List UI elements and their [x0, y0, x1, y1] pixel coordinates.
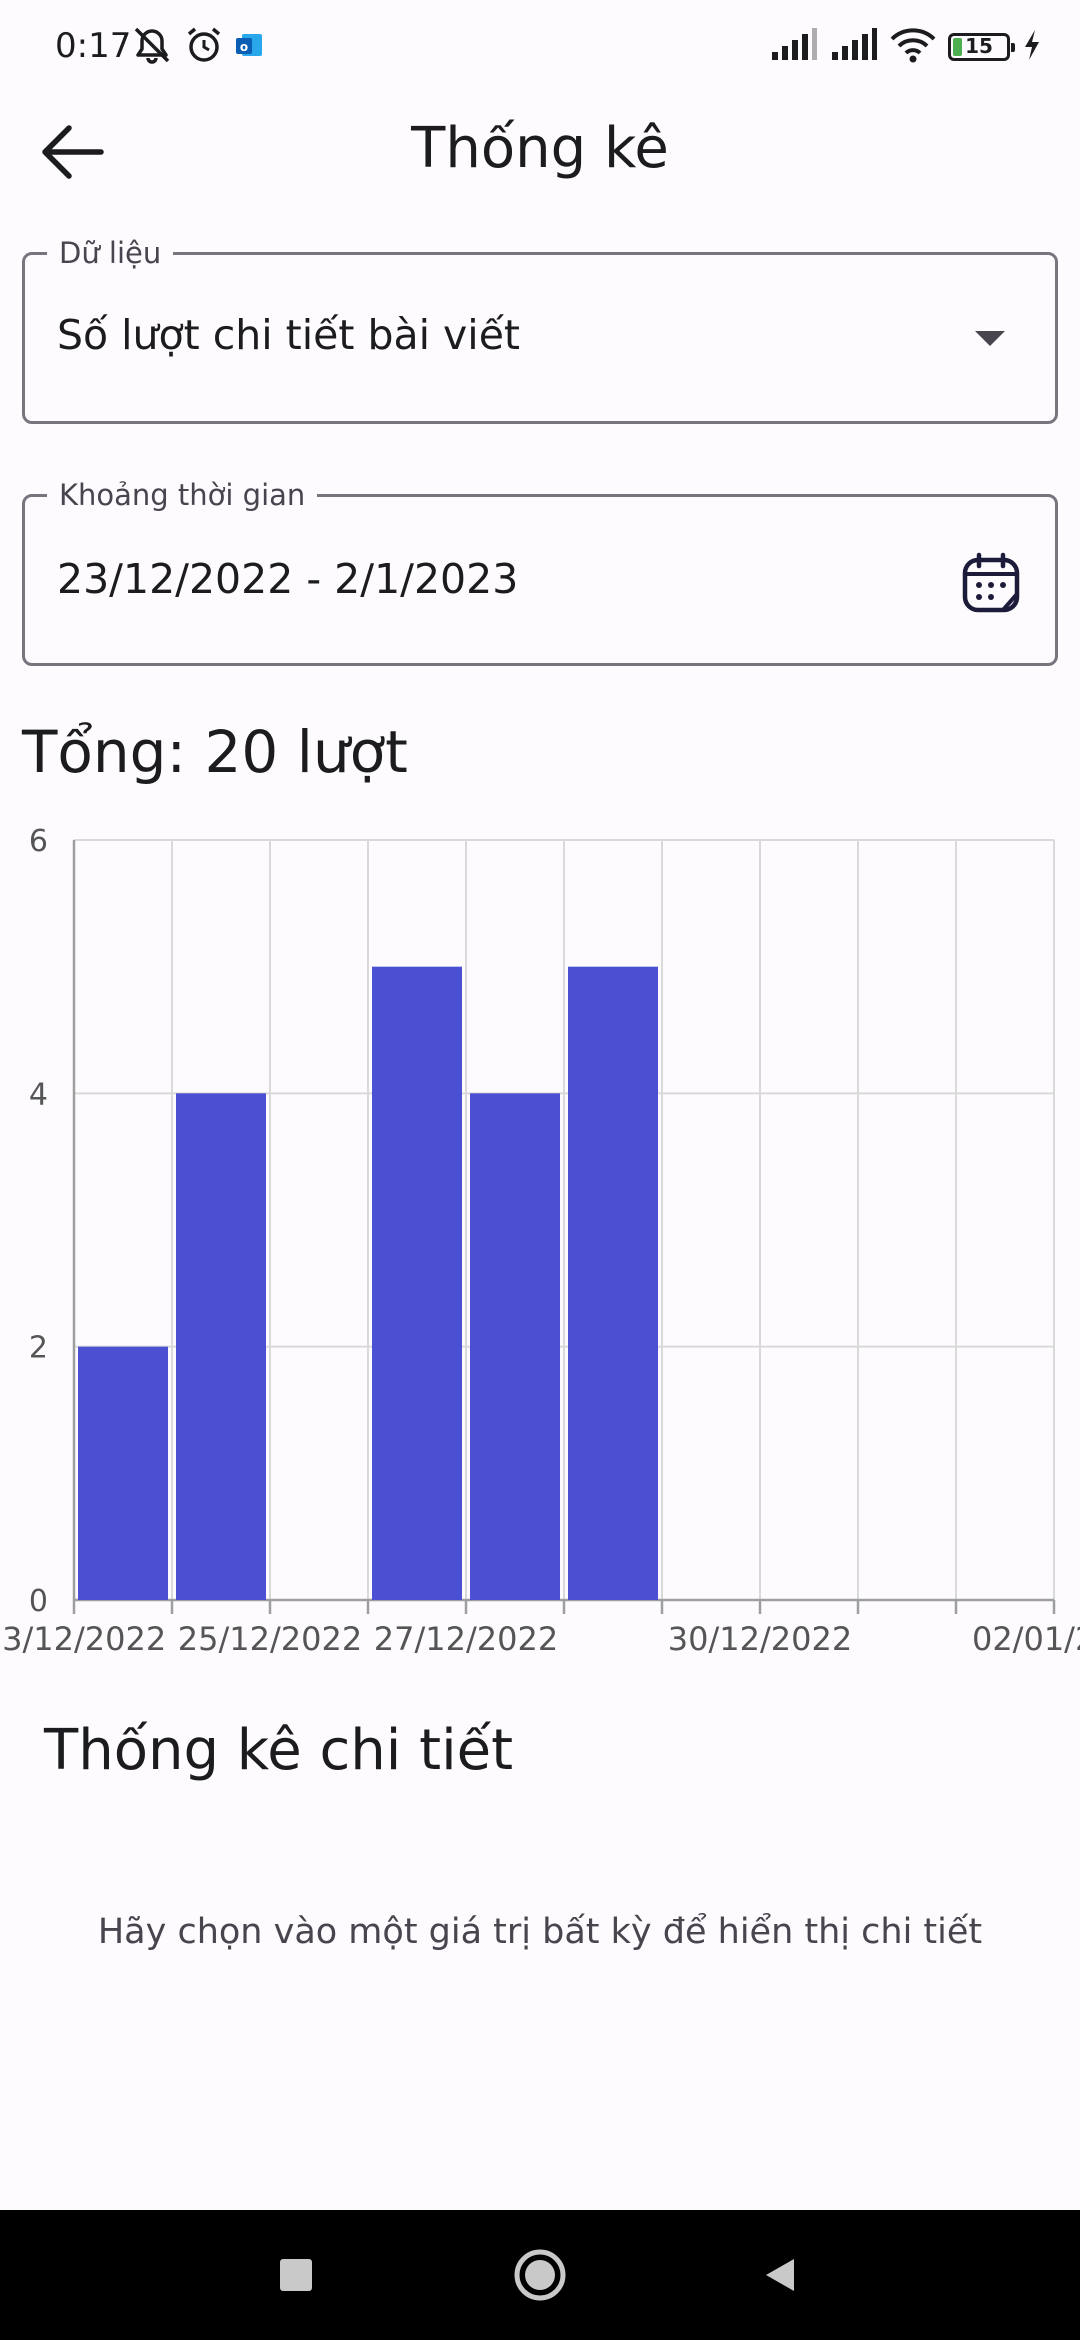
charging-icon: [1022, 28, 1042, 66]
signal-icon: [770, 28, 818, 66]
signal-icon: [830, 28, 878, 66]
y-tick-label: 2: [29, 1331, 48, 1366]
data-type-label: Dữ liệu: [47, 233, 173, 273]
bar-24-12-2022: [176, 1093, 266, 1600]
y-tick-label: 6: [29, 824, 48, 859]
bar-chart: 0 2 4 6 23/12/2022 25/12/2022 27/12/2022 30/12/…: [0, 820, 1080, 1670]
details-title: Thống kê chi tiết: [44, 1718, 513, 1783]
app-bar: Thống kê: [0, 100, 1080, 204]
bar-28-12-2022: [568, 967, 658, 1600]
recent-apps-button[interactable]: [236, 2210, 356, 2340]
square-icon: [276, 2255, 316, 2295]
page-title: Thống kê: [0, 116, 1080, 181]
x-tick-label: 23/12/2022: [0, 1620, 166, 1658]
date-range-value: 23/12/2022 - 2/1/2023: [57, 555, 518, 603]
x-tick-label: 25/12/2022: [178, 1620, 362, 1658]
circle-icon: [512, 2247, 568, 2303]
total-count: Tổng: 20 lượt: [22, 718, 408, 786]
triangle-left-icon: [760, 2255, 800, 2295]
alarm-icon: [184, 25, 224, 69]
y-tick-label: 0: [29, 1584, 48, 1619]
bar-26-12-2022: [372, 967, 462, 1600]
x-tick-label: 30/12/2022: [668, 1620, 852, 1658]
status-left-icons: o: [130, 24, 264, 70]
status-bar: 0:17 o 15: [0, 0, 1080, 96]
data-type-value: Số lượt chi tiết bài viết: [57, 311, 520, 359]
home-button[interactable]: [480, 2210, 600, 2340]
data-type-dropdown[interactable]: Dữ liệu Số lượt chi tiết bài viết: [22, 252, 1058, 424]
date-range-field[interactable]: Khoảng thời gian 23/12/2022 - 2/1/2023: [22, 494, 1058, 666]
status-right-icons: 15: [770, 24, 1042, 70]
x-tick-label: 02/01/202: [972, 1620, 1080, 1658]
calendar-icon[interactable]: [961, 552, 1021, 618]
caret-down-icon: [975, 331, 1005, 346]
x-tick-label: 27/12/2022: [374, 1620, 558, 1658]
back-nav-button[interactable]: [720, 2210, 840, 2340]
bar-23-12-2022: [78, 1347, 168, 1600]
details-hint: Hãy chọn vào một giá trị bất kỳ để hiển …: [0, 1912, 1080, 1952]
date-range-label: Khoảng thời gian: [47, 475, 317, 515]
y-tick-label: 4: [29, 1077, 48, 1112]
navigation-bar: [0, 2210, 1080, 2340]
wifi-icon: [890, 27, 936, 67]
bar-27-12-2022: [470, 1093, 560, 1600]
battery-level: 15: [951, 34, 1007, 58]
svg-text:o: o: [240, 40, 248, 54]
mute-icon: [130, 25, 174, 69]
battery-icon: 15: [948, 33, 1010, 61]
outlook-icon: o: [234, 30, 264, 64]
status-time: 0:17: [55, 26, 131, 66]
